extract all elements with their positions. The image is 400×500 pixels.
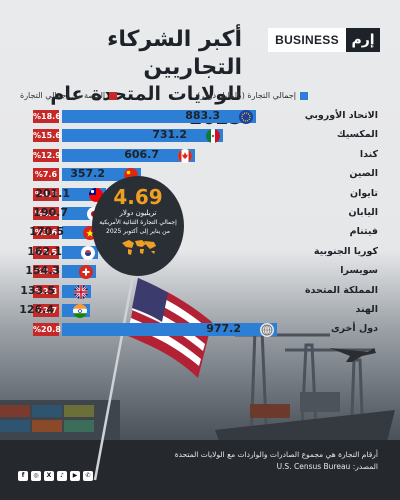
category-label: الهند <box>355 304 378 315</box>
category-label: الصين <box>349 168 378 179</box>
value-label: 357.2 <box>70 167 105 180</box>
category-label: تايوان <box>349 188 378 199</box>
value-label: 731.2 <box>152 128 187 141</box>
title-line-1: أكبر الشركاء التجاريين <box>107 27 242 80</box>
brand-logo: إرم <box>346 28 380 52</box>
category-label: كوريا الجنوبية <box>313 246 378 257</box>
total-callout <box>92 176 184 276</box>
india-flag-icon <box>73 303 87 318</box>
facebook-icon[interactable]: f <box>18 471 28 481</box>
bar <box>62 149 195 162</box>
category-label: فيتنام <box>349 226 378 237</box>
total-desc-1: إجمالي التجارة الثنائية الأمريكية <box>99 219 177 226</box>
south-korea-flag-icon <box>81 245 95 260</box>
footer-note: أرقام التجارة هي مجموع الصادرات والواردا… <box>174 450 378 459</box>
canada-flag-icon <box>178 148 192 163</box>
share-label: %18.6 <box>33 110 61 123</box>
brand-name: BUSINESS <box>268 28 346 52</box>
value-label: 133.5 <box>20 284 55 297</box>
value-label: 162.1 <box>27 245 62 258</box>
value-label: 170.5 <box>29 225 64 238</box>
value-label: 977.2 <box>206 322 241 335</box>
share-label: %20.8 <box>33 323 61 336</box>
social-icons: f ◎ X ♪ ▶ ✆ <box>18 471 93 481</box>
category-label: المكسيك <box>336 129 378 140</box>
value-label: 190.7 <box>33 206 68 219</box>
bar <box>62 110 256 123</box>
instagram-icon[interactable]: ◎ <box>31 471 41 481</box>
total-unit: تريليون دولار <box>119 209 157 217</box>
legend-trade-swatch <box>300 91 308 100</box>
share-label: %3.5 <box>33 246 59 259</box>
share-label: %4.1 <box>33 207 59 220</box>
mexico-flag-icon <box>206 128 220 143</box>
x-icon[interactable]: X <box>44 471 54 481</box>
value-label: 606.7 <box>124 148 159 161</box>
category-label: اليابان <box>348 207 378 218</box>
category-label: سويسرا <box>340 265 378 276</box>
legend-share-label: الحصة من إجمالي التجارة <box>20 91 106 100</box>
value-label: 201.1 <box>35 187 70 200</box>
share-label: %3.3 <box>33 265 59 278</box>
bar <box>62 168 141 181</box>
share-label: %2.7 <box>33 304 59 317</box>
bar <box>62 129 223 142</box>
eu-flag-icon <box>239 109 253 124</box>
legend-share: الحصة من إجمالي التجارة <box>20 91 118 100</box>
legend-trade-label: إجمالي التجارة (بالمليار دولار) <box>197 91 296 100</box>
value-label: 154.3 <box>25 264 60 277</box>
category-label: دول أخرى <box>330 323 378 334</box>
share-label: %4.3 <box>33 188 59 201</box>
world-map-icon <box>122 240 156 255</box>
share-label: %15.6 <box>33 129 61 142</box>
uk-flag-icon <box>74 284 88 299</box>
share-label: %12.9 <box>33 149 61 162</box>
globe-icon <box>260 322 274 337</box>
value-label: 883.3 <box>185 109 220 122</box>
category-label: الاتحاد الأوروبي <box>304 110 378 121</box>
total-desc-2: من يناير إلى أكتوبر 2025 <box>106 228 170 235</box>
legend-share-swatch <box>109 91 118 100</box>
tiktok-icon[interactable]: ♪ <box>57 471 67 481</box>
footer-source: المصدر: U.S. Census Bureau <box>276 462 378 471</box>
bar <box>62 323 277 336</box>
share-label: %7.6 <box>33 168 59 181</box>
value-label: 126.4 <box>19 303 54 316</box>
youtube-icon[interactable]: ▶ <box>70 471 80 481</box>
category-label: المملكة المتحدة <box>304 285 378 296</box>
legend-trade: إجمالي التجارة (بالمليار دولار) <box>197 91 308 100</box>
share-label: %3.6 <box>33 226 59 239</box>
switzerland-flag-icon <box>79 264 93 279</box>
share-label: %2.8 <box>33 285 59 298</box>
total-value: 4.69 <box>113 185 163 209</box>
category-label: كندا <box>359 149 378 160</box>
whatsapp-icon[interactable]: ✆ <box>83 471 93 481</box>
